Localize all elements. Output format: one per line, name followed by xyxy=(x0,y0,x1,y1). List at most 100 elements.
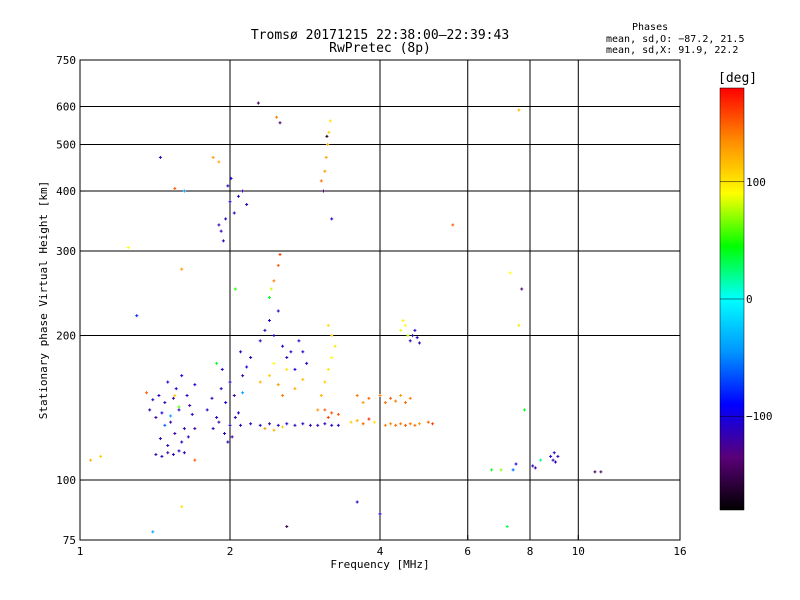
data-point xyxy=(355,500,359,504)
data-point xyxy=(281,344,285,348)
data-point xyxy=(182,427,186,431)
data-point xyxy=(319,394,323,398)
data-point xyxy=(326,367,330,371)
x-tick-labels: 1 2 4 6 8 10 16 xyxy=(77,535,687,558)
data-point xyxy=(417,422,421,426)
data-point xyxy=(226,440,230,444)
data-point xyxy=(154,453,158,457)
data-point xyxy=(99,454,103,458)
x-tick-label: 10 xyxy=(572,545,585,558)
data-point xyxy=(289,350,293,354)
data-point xyxy=(556,454,560,458)
chart-subtitle: RwPretec (8p) xyxy=(329,41,431,56)
data-point xyxy=(185,394,189,398)
data-point xyxy=(399,328,403,332)
data-point xyxy=(451,223,455,227)
data-point xyxy=(188,403,192,407)
x-tick-label: 16 xyxy=(673,545,686,558)
y-tick-label: 500 xyxy=(56,139,76,152)
data-point xyxy=(361,422,365,426)
data-point xyxy=(275,115,279,119)
data-point xyxy=(177,405,181,409)
data-point xyxy=(228,200,232,204)
data-point xyxy=(361,401,365,405)
data-point xyxy=(158,437,162,441)
data-point xyxy=(293,367,297,371)
data-point xyxy=(301,350,305,354)
data-point xyxy=(301,377,305,381)
data-point xyxy=(278,253,282,257)
data-point xyxy=(378,512,382,516)
data-point xyxy=(163,423,167,427)
data-point xyxy=(163,401,167,405)
y-tick-label: 600 xyxy=(56,101,76,114)
data-point xyxy=(151,398,155,402)
data-point xyxy=(217,420,221,424)
data-point xyxy=(285,422,289,426)
data-point xyxy=(182,451,186,455)
data-point xyxy=(89,458,93,462)
data-point xyxy=(239,350,243,354)
data-point xyxy=(328,119,332,123)
data-point xyxy=(321,189,325,193)
y-tick-label: 100 xyxy=(56,474,76,487)
data-point xyxy=(413,328,417,332)
data-point xyxy=(325,134,329,138)
data-point xyxy=(413,423,417,427)
data-point xyxy=(415,336,419,340)
data-point xyxy=(539,458,543,462)
data-point xyxy=(272,279,276,283)
data-point xyxy=(160,454,164,458)
data-point xyxy=(297,339,301,343)
data-point xyxy=(182,189,186,193)
data-point xyxy=(160,411,164,415)
phase-stats-o-mode: mean, sd,O: −87.2, 21.5 xyxy=(606,34,745,45)
data-point xyxy=(551,458,555,462)
data-point xyxy=(267,374,271,378)
data-point xyxy=(323,169,327,173)
data-point xyxy=(378,394,382,398)
data-point xyxy=(177,449,181,453)
x-tick-label: 8 xyxy=(527,545,534,558)
data-point xyxy=(236,411,240,415)
data-point xyxy=(330,355,334,359)
data-point xyxy=(533,466,537,470)
data-point xyxy=(174,387,178,391)
data-point xyxy=(403,401,407,405)
data-point xyxy=(190,412,194,416)
colorbar-tick-label: −100 xyxy=(746,410,773,423)
data-point xyxy=(431,422,435,426)
data-point xyxy=(281,425,285,429)
data-point xyxy=(520,287,524,291)
data-point xyxy=(169,414,173,418)
data-point xyxy=(426,420,430,424)
data-point xyxy=(245,202,249,206)
data-point xyxy=(241,391,245,395)
data-point xyxy=(326,415,330,419)
data-point xyxy=(319,179,323,183)
data-point xyxy=(186,435,190,439)
data-point xyxy=(505,525,509,529)
data-point xyxy=(228,423,232,427)
data-point xyxy=(211,155,215,159)
data-point xyxy=(229,176,233,180)
data-point xyxy=(553,460,557,464)
data-point xyxy=(394,423,398,427)
data-point xyxy=(154,415,158,419)
data-point xyxy=(256,101,260,105)
data-point xyxy=(148,408,152,412)
data-point xyxy=(180,505,184,509)
y-tick-label: 750 xyxy=(56,54,76,67)
data-point xyxy=(211,427,215,431)
data-point xyxy=(241,189,245,193)
data-point xyxy=(205,408,209,412)
data-point xyxy=(210,396,214,400)
data-point xyxy=(333,344,337,348)
data-point xyxy=(215,415,219,419)
data-point xyxy=(215,361,219,365)
data-point xyxy=(267,422,271,426)
data-point xyxy=(327,130,331,134)
data-point xyxy=(549,454,553,458)
data-point xyxy=(394,399,398,403)
data-point xyxy=(173,394,177,398)
